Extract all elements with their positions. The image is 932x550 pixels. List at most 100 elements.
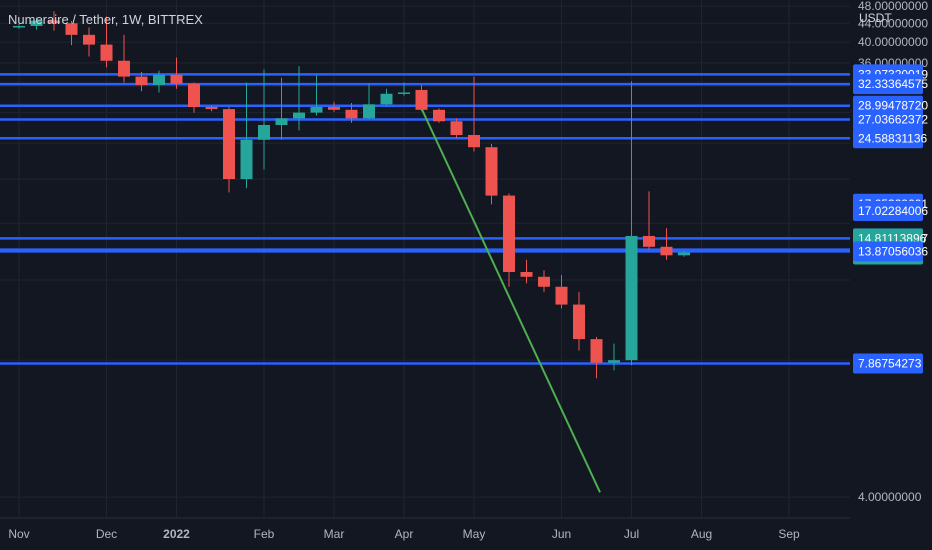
- candle[interactable]: [380, 88, 393, 106]
- candle[interactable]: [30, 17, 43, 30]
- candle-body: [503, 195, 515, 272]
- candle[interactable]: [188, 82, 200, 113]
- candle-body: [65, 23, 78, 35]
- candle[interactable]: [65, 21, 78, 46]
- candle-body: [590, 339, 603, 363]
- candle-body: [205, 107, 218, 110]
- candle[interactable]: [608, 343, 620, 371]
- x-tick-label: Mar: [324, 527, 345, 541]
- candle-body: [135, 76, 148, 85]
- candle-body: [30, 20, 43, 26]
- price-label-background: [853, 109, 923, 130]
- candle[interactable]: [310, 75, 323, 116]
- candle-body: [293, 112, 305, 119]
- candle-body: [188, 83, 200, 108]
- candle-body: [363, 104, 375, 119]
- candle[interactable]: [415, 84, 428, 112]
- candle-body: [660, 246, 673, 256]
- x-tick-label: Jul: [624, 527, 639, 541]
- candle[interactable]: [118, 34, 130, 83]
- candle-body: [380, 93, 393, 105]
- candle-body: [118, 60, 130, 77]
- candle[interactable]: [433, 108, 445, 123]
- trendlines[interactable]: [420, 107, 601, 493]
- candle[interactable]: [48, 11, 60, 31]
- candle-body: [258, 124, 270, 140]
- price-label[interactable]: 17.02284006: [853, 200, 928, 221]
- price-label-value: 32.33364575: [858, 77, 928, 91]
- candle[interactable]: [13, 24, 25, 29]
- x-tick-label: Sep: [778, 527, 800, 541]
- candle-body: [678, 252, 690, 256]
- candle-body: [433, 109, 445, 122]
- price-label-background: [853, 200, 923, 221]
- candle[interactable]: [538, 270, 550, 292]
- candle-body: [398, 92, 410, 94]
- candle[interactable]: [678, 251, 690, 257]
- candle[interactable]: [275, 77, 288, 140]
- candle[interactable]: [625, 81, 638, 366]
- candle[interactable]: [398, 82, 410, 96]
- price-label[interactable]: 24.58831136: [853, 128, 928, 149]
- price-label-value: 13.87056036: [858, 244, 928, 258]
- x-tick-label: 2022: [163, 527, 190, 541]
- price-label-value: 24.58831136: [858, 131, 928, 145]
- time-axis[interactable]: Nov Dec 2022 Feb Mar Apr May Jun Jul Aug Sep: [0, 517, 850, 541]
- candle[interactable]: [520, 259, 533, 284]
- y-tick-label: 44.00000000: [858, 16, 928, 30]
- candle[interactable]: [170, 57, 183, 89]
- candle[interactable]: [223, 107, 235, 193]
- candle[interactable]: [450, 118, 463, 139]
- candle[interactable]: [503, 193, 515, 287]
- candle[interactable]: [240, 82, 253, 189]
- x-tick-label: Dec: [96, 527, 117, 541]
- price-label-value: 28.99478720: [858, 99, 928, 113]
- candle[interactable]: [258, 69, 270, 170]
- candle[interactable]: [345, 102, 358, 123]
- candle[interactable]: [100, 16, 113, 68]
- candle[interactable]: [468, 76, 480, 152]
- y-tick-label: 40.00000000: [858, 35, 928, 49]
- price-label-value: 7.86754273: [858, 356, 922, 370]
- grid: [0, 0, 850, 518]
- x-tick-label: Feb: [254, 527, 275, 541]
- price-label[interactable]: 27.03662372: [853, 109, 928, 130]
- candle[interactable]: [573, 291, 585, 351]
- price-axis[interactable]: 48.0000000044.0000000040.0000000036.0000…: [850, 0, 932, 550]
- candle-body: [48, 20, 60, 24]
- candle-body: [100, 44, 113, 61]
- candle-body: [223, 109, 235, 180]
- candle[interactable]: [660, 228, 673, 260]
- candle[interactable]: [83, 27, 95, 57]
- candle-body: [468, 135, 480, 148]
- candle-body: [345, 109, 358, 119]
- candle[interactable]: [485, 143, 498, 205]
- candle[interactable]: [293, 66, 305, 131]
- candle-body: [625, 235, 638, 361]
- x-tick-label: Nov: [8, 527, 29, 541]
- candle-body: [415, 89, 428, 110]
- candle[interactable]: [328, 101, 340, 112]
- candle-body: [450, 121, 463, 136]
- trendline[interactable]: [420, 107, 601, 493]
- candle[interactable]: [643, 191, 655, 250]
- candle[interactable]: [205, 105, 218, 112]
- candle[interactable]: [363, 83, 375, 120]
- candle[interactable]: [555, 275, 568, 309]
- price-label[interactable]: 7.86754273: [853, 353, 923, 374]
- candle[interactable]: [590, 336, 603, 379]
- candle-body: [240, 139, 253, 180]
- candle[interactable]: [135, 71, 148, 92]
- x-tick-label: Jun: [552, 527, 571, 541]
- candle[interactable]: [153, 70, 165, 93]
- price-label-background: [853, 128, 923, 149]
- x-tick-label: May: [463, 527, 486, 541]
- price-label[interactable]: 32.33364575: [853, 74, 928, 95]
- price-label-background: [853, 74, 923, 95]
- candles[interactable]: [13, 11, 690, 379]
- price-label[interactable]: 13.87056036: [853, 241, 928, 262]
- candle-body: [643, 235, 655, 247]
- y-tick-label: 4.00000000: [858, 490, 922, 504]
